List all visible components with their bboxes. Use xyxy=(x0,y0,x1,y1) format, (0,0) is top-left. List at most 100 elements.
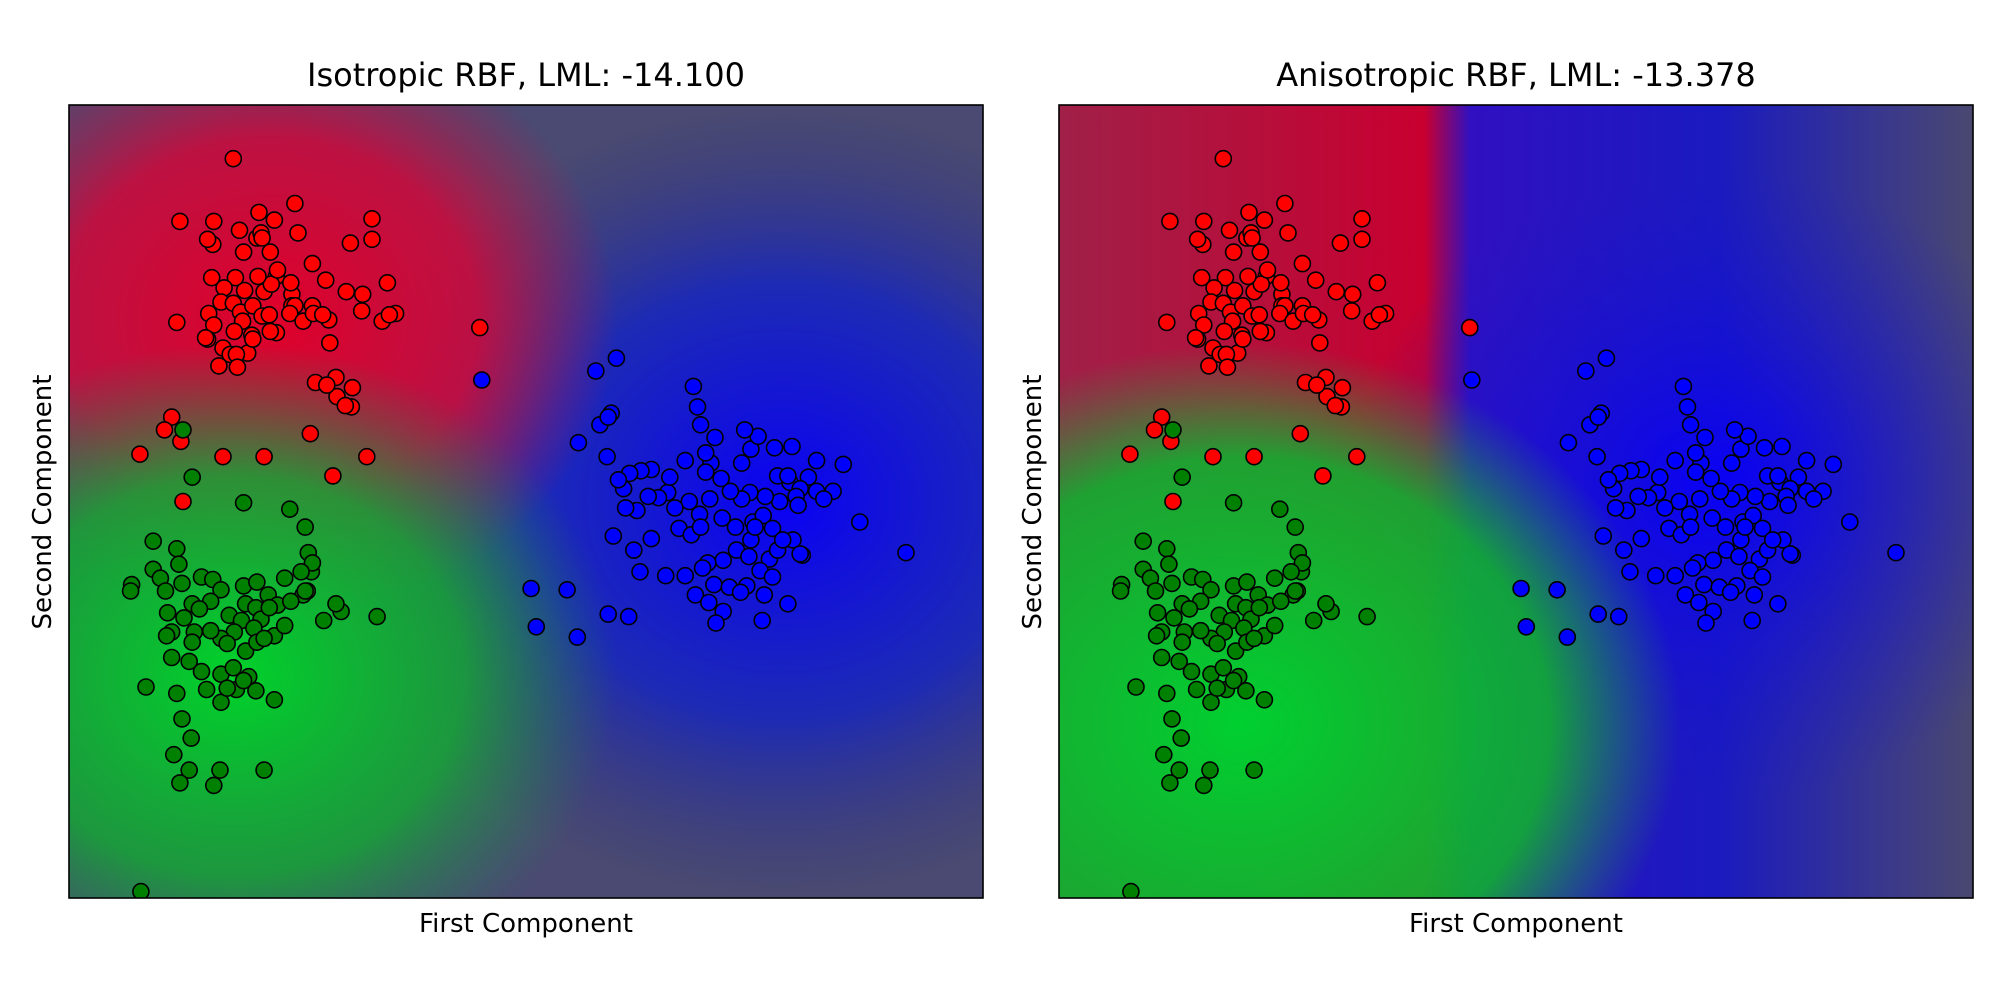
data-point xyxy=(261,243,280,261)
data-point xyxy=(1805,490,1823,508)
panel-1-points xyxy=(121,149,915,898)
data-point xyxy=(1255,211,1274,229)
data-point xyxy=(1286,582,1304,600)
data-point xyxy=(1214,149,1233,168)
data-point xyxy=(1205,279,1223,297)
data-point xyxy=(201,621,220,640)
data-point xyxy=(1187,680,1206,699)
data-point xyxy=(1303,305,1322,324)
data-point xyxy=(235,281,254,300)
data-point xyxy=(265,211,284,229)
data-point xyxy=(791,545,810,563)
data-point xyxy=(1304,611,1323,630)
data-point xyxy=(699,593,718,612)
data-point xyxy=(1629,487,1647,506)
data-point xyxy=(1195,212,1213,231)
data-point xyxy=(735,421,754,439)
data-point xyxy=(255,761,273,779)
data-point xyxy=(660,468,679,487)
data-point xyxy=(1158,684,1176,703)
data-point xyxy=(686,586,705,604)
data-point xyxy=(1760,492,1779,511)
data-point xyxy=(676,566,695,585)
panel-2-x-axis-label: First Component xyxy=(1409,909,1623,939)
panel-1-title: Isotropic RBF, LML: -14.100 xyxy=(307,56,745,94)
data-point xyxy=(639,487,658,506)
data-point xyxy=(1348,447,1366,466)
data-point xyxy=(137,678,155,696)
data-point xyxy=(624,541,643,559)
data-point xyxy=(732,454,751,472)
data-point xyxy=(1597,349,1616,368)
data-point xyxy=(1291,424,1310,443)
data-point xyxy=(656,566,675,585)
data-point xyxy=(1243,229,1261,247)
data-point xyxy=(210,357,228,375)
data-point xyxy=(1588,447,1606,466)
data-point xyxy=(680,492,699,511)
data-point xyxy=(296,518,315,536)
data-point xyxy=(260,305,279,324)
data-point xyxy=(313,305,332,324)
data-point xyxy=(1887,543,1905,562)
data-point xyxy=(183,633,201,652)
data-point xyxy=(1327,282,1346,301)
data-point xyxy=(706,428,724,447)
data-point xyxy=(1594,527,1613,545)
data-point xyxy=(1204,447,1222,466)
data-point xyxy=(1122,882,1140,898)
data-point xyxy=(205,212,223,231)
data-point xyxy=(1134,532,1152,551)
data-point xyxy=(1251,243,1270,261)
data-point xyxy=(144,532,162,551)
data-point xyxy=(1245,447,1263,466)
data-point xyxy=(807,451,826,470)
data-point xyxy=(897,543,915,562)
data-point xyxy=(1656,499,1674,517)
data-point xyxy=(1279,224,1297,242)
data-point xyxy=(691,518,710,536)
data-point xyxy=(255,629,273,648)
data-point xyxy=(1306,271,1325,290)
data-point xyxy=(196,328,215,347)
data-point xyxy=(175,609,193,627)
data-point xyxy=(1463,371,1481,389)
data-point xyxy=(693,559,712,577)
data-point xyxy=(1286,518,1304,536)
data-point xyxy=(1353,230,1371,249)
data-point xyxy=(1326,396,1345,415)
data-point xyxy=(642,529,661,548)
data-point xyxy=(1111,582,1130,600)
data-point xyxy=(281,273,300,292)
data-point xyxy=(1358,607,1376,626)
data-point xyxy=(261,322,280,341)
data-point xyxy=(1746,487,1765,506)
data-point xyxy=(1145,421,1164,439)
data-point xyxy=(1711,482,1730,501)
data-point xyxy=(1769,594,1787,613)
data-point xyxy=(1265,616,1284,635)
data-point xyxy=(180,761,198,779)
data-point xyxy=(558,580,576,599)
data-point xyxy=(1342,302,1361,320)
data-point xyxy=(1250,305,1269,324)
data-point xyxy=(522,579,540,598)
data-point xyxy=(1333,378,1352,397)
panel-2-y-axis-label: Second Component xyxy=(1018,375,1048,630)
data-point xyxy=(296,582,315,600)
data-point xyxy=(363,230,381,249)
data-point xyxy=(378,273,397,292)
data-point xyxy=(1272,592,1290,611)
data-point xyxy=(247,681,265,700)
data-point xyxy=(569,433,588,452)
data-point xyxy=(260,598,279,617)
data-point xyxy=(303,254,322,273)
data-point xyxy=(324,467,342,485)
data-point xyxy=(1676,586,1695,604)
data-point xyxy=(1191,621,1210,640)
data-point xyxy=(1186,328,1205,347)
panel-isotropic: Isotropic RBF, LML: -14.100 First Compon… xyxy=(28,56,984,939)
data-point xyxy=(380,305,399,324)
data-point xyxy=(205,776,223,795)
data-point xyxy=(286,194,304,213)
